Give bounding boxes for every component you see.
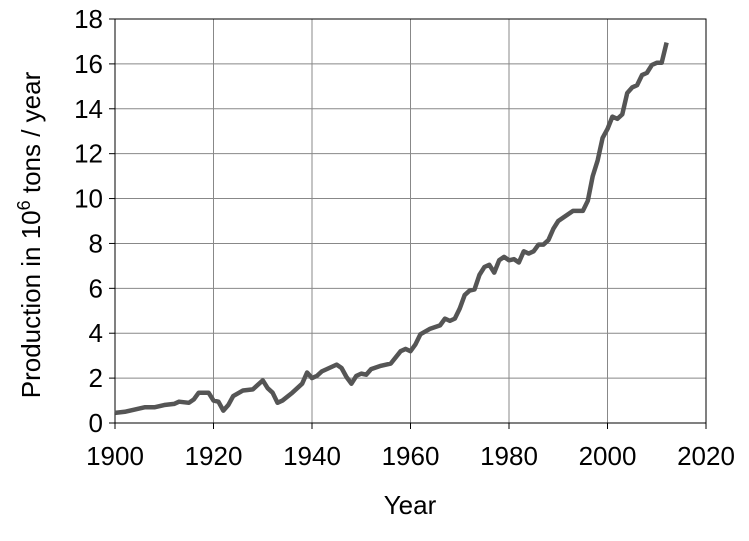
y-tick-label: 0 (89, 408, 103, 438)
y-axis-label-part: tons / year (16, 71, 46, 200)
y-tick-label: 10 (74, 184, 103, 214)
y-tick-label: 2 (89, 363, 103, 393)
y-tick-label: 18 (74, 4, 103, 34)
y-tick-label: 16 (74, 49, 103, 79)
y-axis-label-part: Production in 10 (16, 210, 46, 398)
x-tick-label: 1980 (480, 441, 538, 471)
y-tick-label: 4 (89, 318, 103, 348)
x-tick-label: 1960 (382, 441, 440, 471)
x-tick-label: 1940 (283, 441, 341, 471)
y-tick-label: 8 (89, 228, 103, 258)
y-axis-label: Production in 106 tons / year (14, 71, 46, 398)
x-tick-label: 2020 (677, 441, 735, 471)
y-tick-label: 12 (74, 139, 103, 169)
y-tick-label: 14 (74, 94, 103, 124)
y-tick-label: 6 (89, 273, 103, 303)
x-tick-label: 1920 (185, 441, 243, 471)
x-tick-label: 2000 (579, 441, 637, 471)
data-line (114, 42, 669, 416)
x-tick-label: 1900 (86, 441, 144, 471)
x-axis-label: Year (384, 490, 437, 520)
y-axis-label-sup: 6 (14, 200, 34, 210)
plot-frame (114, 18, 707, 424)
